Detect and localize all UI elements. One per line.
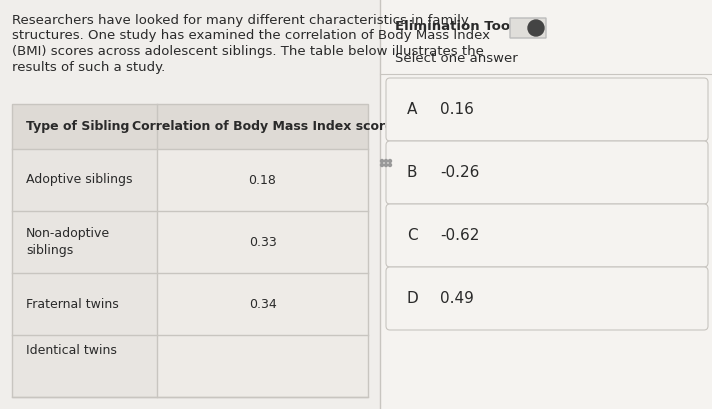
- Text: 0.34: 0.34: [248, 297, 276, 310]
- Circle shape: [380, 160, 384, 162]
- Bar: [12, 104, 157, 397]
- Bar: [380, 0, 712, 409]
- Circle shape: [528, 20, 544, 36]
- Text: Type of Sibling: Type of Sibling: [26, 120, 130, 133]
- Text: 0.49: 0.49: [440, 291, 474, 306]
- Text: Fraternal twins: Fraternal twins: [26, 297, 119, 310]
- Bar: [0, 0, 380, 409]
- Bar: [12, 104, 368, 149]
- FancyBboxPatch shape: [386, 267, 708, 330]
- Text: Correlation of Body Mass Index score: Correlation of Body Mass Index score: [132, 120, 393, 133]
- Text: -0.62: -0.62: [440, 228, 479, 243]
- Text: Select one answer: Select one answer: [395, 52, 518, 65]
- Circle shape: [389, 164, 392, 166]
- FancyBboxPatch shape: [386, 204, 708, 267]
- Bar: [157, 104, 368, 397]
- Text: (BMI) scores across adolescent siblings. The table below illustrates the: (BMI) scores across adolescent siblings.…: [12, 45, 484, 58]
- Circle shape: [389, 160, 392, 162]
- Text: results of such a study.: results of such a study.: [12, 61, 165, 74]
- Text: D: D: [406, 291, 418, 306]
- Text: Identical twins: Identical twins: [26, 344, 117, 357]
- Text: 0.16: 0.16: [440, 102, 474, 117]
- FancyBboxPatch shape: [510, 18, 546, 38]
- Text: 0.18: 0.18: [248, 173, 276, 187]
- Text: A: A: [407, 102, 417, 117]
- FancyBboxPatch shape: [386, 78, 708, 141]
- Circle shape: [380, 164, 384, 166]
- Text: structures. One study has examined the correlation of Body Mass Index: structures. One study has examined the c…: [12, 29, 490, 43]
- Text: 0.33: 0.33: [248, 236, 276, 249]
- Text: Adoptive siblings: Adoptive siblings: [26, 173, 132, 187]
- Text: Non-adoptive
siblings: Non-adoptive siblings: [26, 227, 110, 257]
- Text: Researchers have looked for many different characteristics in family: Researchers have looked for many differe…: [12, 14, 468, 27]
- Circle shape: [384, 164, 387, 166]
- Text: C: C: [407, 228, 417, 243]
- FancyBboxPatch shape: [386, 141, 708, 204]
- Bar: [12, 104, 368, 397]
- Circle shape: [384, 160, 387, 162]
- Text: B: B: [407, 165, 417, 180]
- Text: -0.26: -0.26: [440, 165, 479, 180]
- Text: Elimination Tool: Elimination Tool: [395, 20, 515, 32]
